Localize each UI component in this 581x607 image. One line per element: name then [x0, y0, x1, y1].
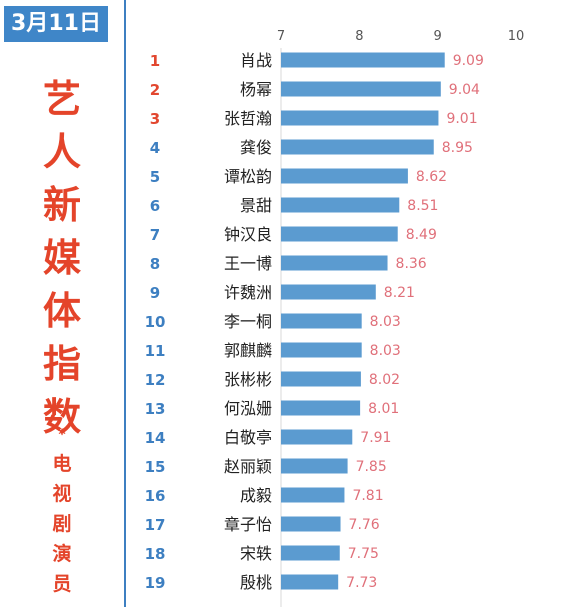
left-title-panel: 3月11日 艺人新媒体指数 * 电视剧演员: [0, 0, 126, 607]
title-char: 艺: [42, 77, 81, 121]
rank-label: 7: [150, 226, 160, 244]
value-label: 8.02: [369, 372, 400, 388]
subtitle-char: 电: [52, 453, 72, 475]
category-label: 成毅: [240, 486, 272, 505]
bar: [281, 52, 445, 68]
date-badge: 3月11日: [4, 6, 108, 42]
value-label: 9.01: [446, 111, 477, 127]
category-label: 杨幂: [240, 80, 272, 99]
rank-label: 6: [150, 197, 160, 215]
category-label: 白敬亭: [224, 428, 272, 447]
rank-label: 1: [150, 52, 160, 70]
bar: [281, 284, 376, 300]
bar: [281, 400, 361, 416]
value-label: 7.85: [356, 459, 387, 475]
bar: [281, 168, 408, 184]
bar: [281, 545, 340, 561]
value-label: 9.04: [449, 82, 480, 98]
x-tick-label: 9: [434, 29, 442, 44]
category-label: 李一桐: [224, 312, 272, 331]
category-label: 赵丽颖: [224, 457, 272, 476]
category-label: 张彬彬: [224, 370, 272, 389]
bar: [281, 487, 345, 503]
bar: [281, 255, 388, 271]
subtitle-char: 员: [52, 573, 72, 595]
category-label: 郭麒麟: [224, 341, 272, 360]
value-label: 8.95: [442, 140, 473, 156]
title-char: 媒: [42, 236, 81, 280]
bar: [281, 110, 439, 126]
bar: [281, 313, 362, 329]
rank-label: 3: [150, 110, 160, 128]
rank-label: 12: [145, 371, 166, 389]
rank-label: 8: [150, 255, 160, 273]
value-label: 7.76: [349, 517, 380, 533]
x-tick-label: 8: [355, 29, 363, 44]
category-label: 景甜: [240, 196, 272, 215]
rank-label: 19: [145, 574, 166, 592]
x-tick-label: 10: [508, 29, 525, 44]
rank-label: 18: [145, 545, 166, 563]
rank-label: 15: [145, 458, 166, 476]
title-char: 体: [42, 289, 81, 333]
value-label: 7.81: [352, 488, 383, 504]
value-label: 8.51: [407, 198, 438, 214]
rank-label: 4: [150, 139, 160, 157]
value-label: 7.91: [360, 430, 391, 446]
category-label: 钟汉良: [224, 225, 272, 244]
value-label: 8.03: [370, 314, 401, 330]
title-separator: *: [58, 427, 66, 443]
value-label: 8.62: [416, 169, 447, 185]
bar: [281, 516, 341, 532]
category-label: 章子怡: [224, 515, 272, 534]
rank-label: 17: [145, 516, 166, 534]
category-label: 张哲瀚: [224, 109, 272, 128]
rank-label: 10: [145, 313, 166, 331]
value-label: 7.73: [346, 575, 377, 591]
category-label: 何泓姗: [224, 399, 272, 418]
value-label: 9.09: [453, 53, 484, 69]
category-label: 许魏洲: [224, 283, 272, 302]
value-label: 8.21: [384, 285, 415, 301]
bar: [281, 139, 434, 155]
rank-label: 16: [145, 487, 166, 505]
category-label: 宋轶: [240, 544, 272, 563]
bar: [281, 81, 441, 97]
bar: [281, 226, 398, 242]
title-char: 人: [42, 130, 81, 174]
category-label: 谭松韵: [224, 167, 272, 186]
title-char: 指: [42, 342, 81, 386]
bar: [281, 197, 400, 213]
category-label: 王一博: [224, 254, 272, 273]
rank-label: 13: [145, 400, 166, 418]
subtitle-char: 视: [52, 483, 72, 505]
bar: [281, 429, 353, 445]
value-label: 8.36: [396, 256, 427, 272]
rank-label: 2: [150, 81, 160, 99]
bar: [281, 458, 348, 474]
rank-label: 9: [150, 284, 160, 302]
subtitle-char: 演: [52, 543, 72, 565]
bar: [281, 574, 339, 590]
rank-label: 14: [145, 429, 166, 447]
value-label: 8.03: [370, 343, 401, 359]
value-label: 8.49: [406, 227, 437, 243]
rank-label: 11: [145, 342, 166, 360]
title-char: 新: [42, 183, 81, 227]
category-label: 肖战: [240, 51, 272, 70]
subtitle-char: 剧: [52, 513, 72, 535]
value-label: 8.01: [368, 401, 399, 417]
category-label: 龚俊: [240, 138, 272, 157]
value-label: 7.75: [348, 546, 379, 562]
rank-label: 5: [150, 168, 160, 186]
title-char: 数: [42, 395, 81, 439]
bar: [281, 342, 362, 358]
panel-divider: [124, 0, 126, 607]
category-label: 殷桃: [240, 573, 272, 592]
x-tick-label: 7: [277, 29, 285, 44]
bar: [281, 371, 361, 387]
